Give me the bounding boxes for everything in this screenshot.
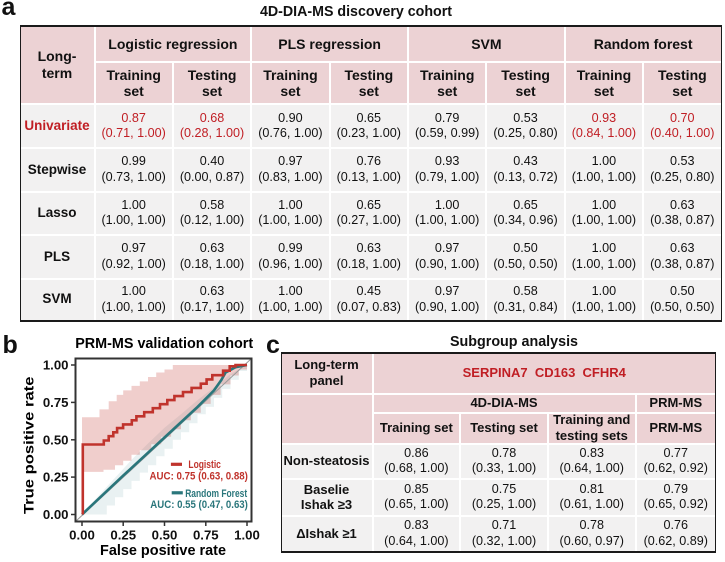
svg-text:1.00: 1.00 [43,358,69,373]
svg-text:0.00: 0.00 [43,507,69,522]
svg-text:Random Forest: Random Forest [185,488,247,500]
svg-text:0.25: 0.25 [110,528,136,543]
svg-text:0.25: 0.25 [43,470,69,485]
svg-text:AUC: 0.55 (0.47, 0.63): AUC: 0.55 (0.47, 0.63) [150,499,248,511]
svg-text:False positive rate: False positive rate [100,542,226,559]
svg-text:AUC: 0.75 (0.63, 0.88): AUC: 0.75 (0.63, 0.88) [150,470,249,482]
svg-text:0.00: 0.00 [69,528,95,543]
svg-text:0.50: 0.50 [152,528,178,543]
svg-text:0.75: 0.75 [43,395,69,410]
svg-text:True positive rate: True positive rate [21,376,37,514]
svg-text:Logistic: Logistic [188,459,221,471]
svg-text:PRM-MS validation cohort: PRM-MS validation cohort [75,335,253,352]
svg-text:0.50: 0.50 [43,432,69,447]
svg-text:1.00: 1.00 [234,528,260,543]
svg-text:0.75: 0.75 [193,528,219,543]
